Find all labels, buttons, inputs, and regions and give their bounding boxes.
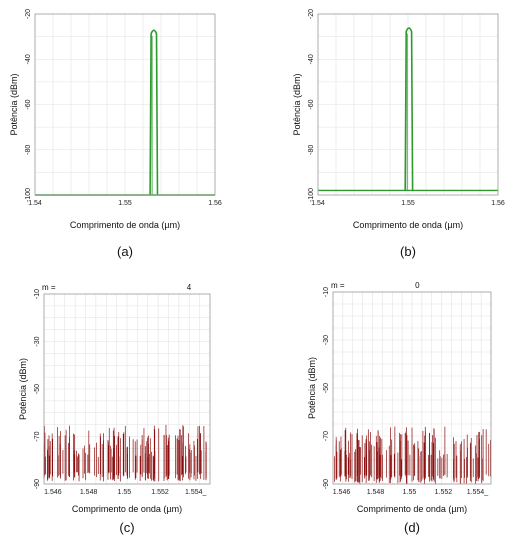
x-tick-label: 1.55 [118,489,132,496]
x-tick-label: 1.546 [44,489,62,496]
x-tick-label: 1.56 [491,200,505,207]
y-tick-label: -100 [308,188,315,202]
y-tick-label: -20 [308,9,315,19]
chart-c: -10 -30 -50 -70 -901.546 1.548 1.55 1.552 1.554_… [18,283,211,535]
x-tick-label: 1.56 [208,200,222,207]
x-axis-label: Comprimento de onda (µm) [353,220,463,230]
panel-label: (b) [400,244,416,259]
x-axis-label: Comprimento de onda (µm) [70,220,180,230]
x-tick-label: 1.54 [28,200,42,207]
x-tick-label: 1.546 [333,489,351,496]
y-axis-label: Potência (dBm) [9,73,19,135]
x-axis-label: Comprimento de onda (µm) [72,504,182,514]
y-axis-label: Potência (dBm) [18,358,28,420]
panel-label: (a) [117,244,133,259]
y-tick-label: -30 [323,335,330,345]
x-tick-label: 1.548 [367,489,385,496]
y-tick-label: -50 [323,383,330,393]
x-tick-label: 1.554_ [185,489,207,496]
y-axis-label: Potência (dBm) [292,73,302,135]
x-tick-label: 1.54 [311,200,325,207]
y-tick-label: -60 [25,99,32,109]
y-tick-label: -20 [25,9,32,19]
x-tick-label: 1.554_ [467,489,489,496]
m-label: m = [42,283,56,292]
y-tick-label: -40 [308,54,315,64]
x-tick-label: 1.552 [435,489,453,496]
x-axis-label: Comprimento de onda (µm) [357,504,467,514]
y-axis-label: Potência (dBm) [307,357,317,419]
y-tick-label: -70 [34,431,41,441]
m-value: 0 [415,281,420,290]
y-tick-label: -10 [323,287,330,297]
panel-label: (c) [119,520,134,535]
x-tick-label: 1.55 [118,200,132,207]
x-tick-label: 1.55 [401,200,415,207]
m-value: 4 [187,283,192,292]
y-tick-label: -70 [323,431,330,441]
y-tick-label: -90 [34,479,41,489]
spectrum-peak [404,27,414,191]
x-tick-label: 1.552 [151,489,169,496]
y-tick-label: -100 [25,188,32,202]
y-tick-label: -10 [34,289,41,299]
y-tick-label: -90 [323,479,330,489]
plot-frame [43,293,211,485]
panel-label: (d) [404,520,420,535]
chart-d: -10 -30 -50 -70 -901.546 1.548 1.55 1.552 1.554_… [307,281,492,535]
y-tick-label: -40 [25,54,32,64]
y-tick-label: -80 [308,145,315,155]
plot-frame [332,291,492,485]
m-label: m = [331,281,345,290]
x-tick-label: 1.55 [403,489,417,496]
y-tick-label: -50 [34,384,41,394]
spectrum-peak [149,29,159,196]
y-tick-label: -30 [34,336,41,346]
plot-frame [34,13,216,196]
y-tick-label: -60 [308,99,315,109]
plot-frame [317,13,499,196]
x-tick-label: 1.548 [80,489,98,496]
y-tick-label: -80 [25,145,32,155]
